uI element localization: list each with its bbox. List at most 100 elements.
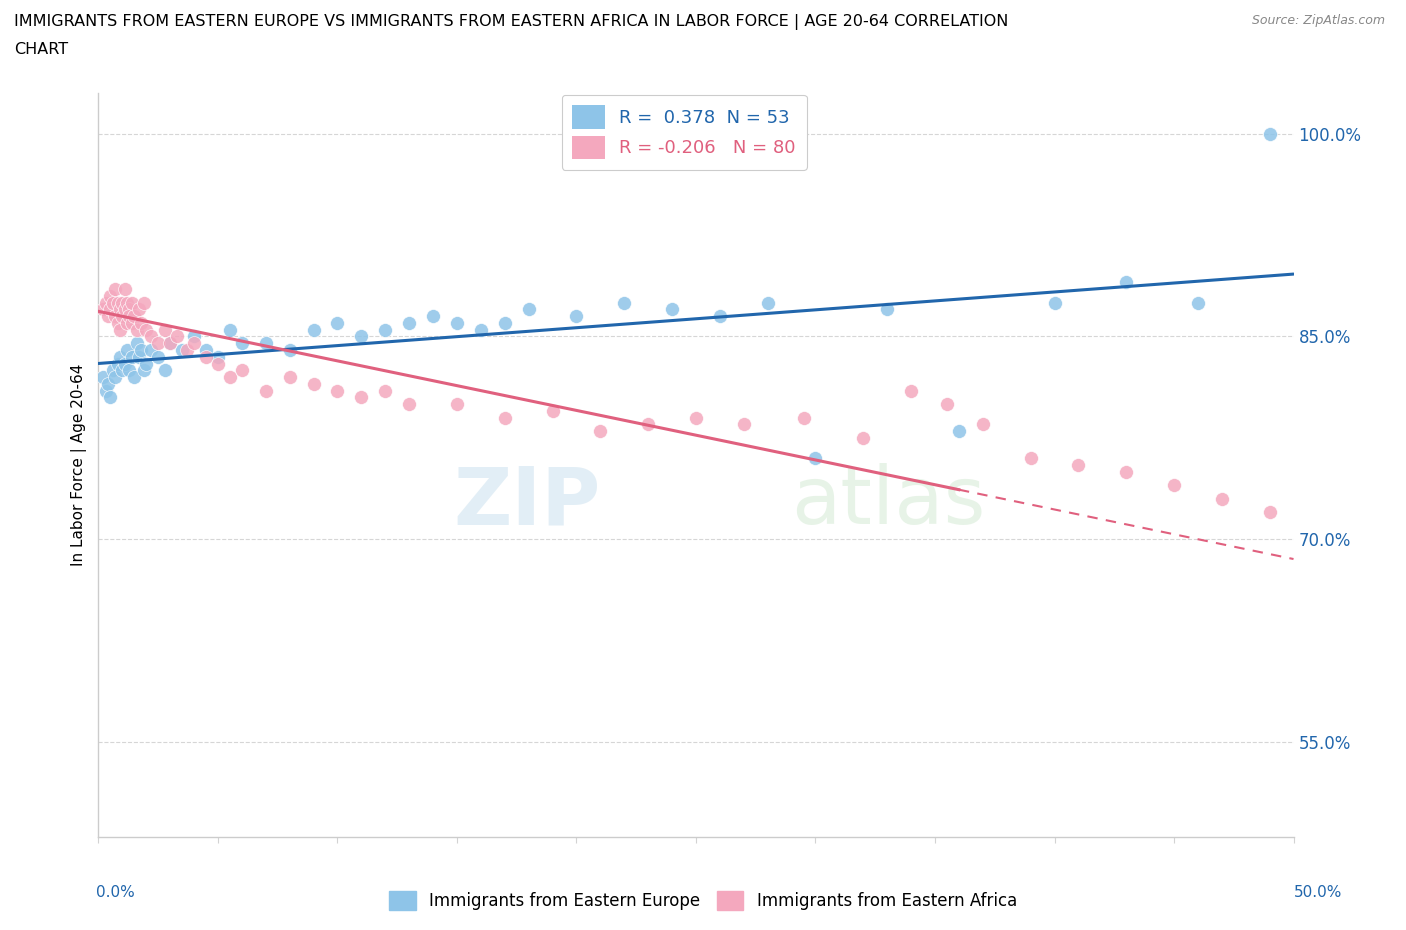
Point xyxy=(148,350,170,365)
Text: IMMIGRANTS FROM EASTERN EUROPE VS IMMIGRANTS FROM EASTERN AFRICA IN LABOR FORCE : IMMIGRANTS FROM EASTERN EUROPE VS IMMIGR… xyxy=(14,14,1008,30)
Text: ZIP: ZIP xyxy=(453,463,600,541)
Point xyxy=(114,356,136,371)
Point xyxy=(98,288,122,303)
Point xyxy=(91,369,114,384)
Point xyxy=(121,350,143,365)
Point xyxy=(155,363,177,378)
Point xyxy=(125,336,148,351)
Point xyxy=(115,295,138,310)
Point xyxy=(115,315,138,330)
Point xyxy=(1187,295,1209,310)
Point xyxy=(302,377,325,392)
Point xyxy=(613,295,636,310)
Point xyxy=(131,342,153,357)
Point xyxy=(326,383,349,398)
Point xyxy=(94,295,117,310)
Legend: Immigrants from Eastern Europe, Immigrants from Eastern Africa: Immigrants from Eastern Europe, Immigran… xyxy=(382,884,1024,917)
Point xyxy=(101,363,124,378)
Point xyxy=(756,295,779,310)
Point xyxy=(135,323,157,338)
Point xyxy=(91,302,114,317)
Point xyxy=(1330,538,1353,553)
Point xyxy=(278,369,301,384)
Point xyxy=(1163,478,1185,493)
Point xyxy=(124,309,146,324)
Point xyxy=(661,302,683,317)
Point xyxy=(98,302,122,317)
Point xyxy=(1258,126,1281,141)
Point xyxy=(128,350,150,365)
Point xyxy=(852,431,875,445)
Point xyxy=(494,410,516,425)
Point xyxy=(422,309,444,324)
Point xyxy=(108,350,131,365)
Point xyxy=(1306,525,1329,540)
Point xyxy=(195,350,218,365)
Point xyxy=(176,342,198,357)
Point xyxy=(121,315,143,330)
Text: atlas: atlas xyxy=(792,463,986,541)
Point xyxy=(132,295,155,310)
Point xyxy=(108,323,131,338)
Point xyxy=(374,383,396,398)
Point xyxy=(97,377,120,392)
Point xyxy=(1067,458,1090,472)
Point xyxy=(131,315,153,330)
Point xyxy=(1115,275,1137,290)
Point xyxy=(104,309,127,324)
Point xyxy=(231,336,253,351)
Point xyxy=(1043,295,1066,310)
Point xyxy=(128,302,150,317)
Point xyxy=(183,336,205,351)
Point xyxy=(709,309,731,324)
Point xyxy=(104,369,127,384)
Point xyxy=(398,315,420,330)
Point xyxy=(104,282,127,297)
Point xyxy=(374,323,396,338)
Point xyxy=(494,315,516,330)
Point xyxy=(972,417,994,432)
Point xyxy=(900,383,922,398)
Point xyxy=(118,363,141,378)
Point xyxy=(589,424,612,439)
Point xyxy=(1402,573,1406,588)
Point xyxy=(350,329,373,344)
Point xyxy=(793,410,815,425)
Point xyxy=(1115,464,1137,479)
Text: 0.0%: 0.0% xyxy=(96,885,135,900)
Y-axis label: In Labor Force | Age 20-64: In Labor Force | Age 20-64 xyxy=(72,364,87,566)
Point xyxy=(517,302,540,317)
Point xyxy=(114,282,136,297)
Point xyxy=(114,302,136,317)
Point xyxy=(219,369,242,384)
Point xyxy=(278,342,301,357)
Point xyxy=(1378,559,1400,574)
Point xyxy=(125,323,148,338)
Point xyxy=(108,302,131,317)
Point xyxy=(118,302,141,317)
Point xyxy=(936,397,959,412)
Point xyxy=(541,404,564,418)
Point xyxy=(98,390,122,405)
Point xyxy=(302,323,325,338)
Point xyxy=(111,309,134,324)
Point xyxy=(1019,451,1042,466)
Point xyxy=(166,329,188,344)
Point xyxy=(446,397,468,412)
Point xyxy=(1258,505,1281,520)
Point xyxy=(132,363,155,378)
Point xyxy=(326,315,349,330)
Point xyxy=(107,295,129,310)
Point xyxy=(685,410,707,425)
Point xyxy=(135,356,157,371)
Point xyxy=(254,336,277,351)
Point xyxy=(124,369,146,384)
Point xyxy=(733,417,755,432)
Point xyxy=(948,424,970,439)
Point xyxy=(470,323,492,338)
Point xyxy=(446,315,468,330)
Text: CHART: CHART xyxy=(14,42,67,57)
Point xyxy=(254,383,277,398)
Point xyxy=(398,397,420,412)
Point xyxy=(159,336,181,351)
